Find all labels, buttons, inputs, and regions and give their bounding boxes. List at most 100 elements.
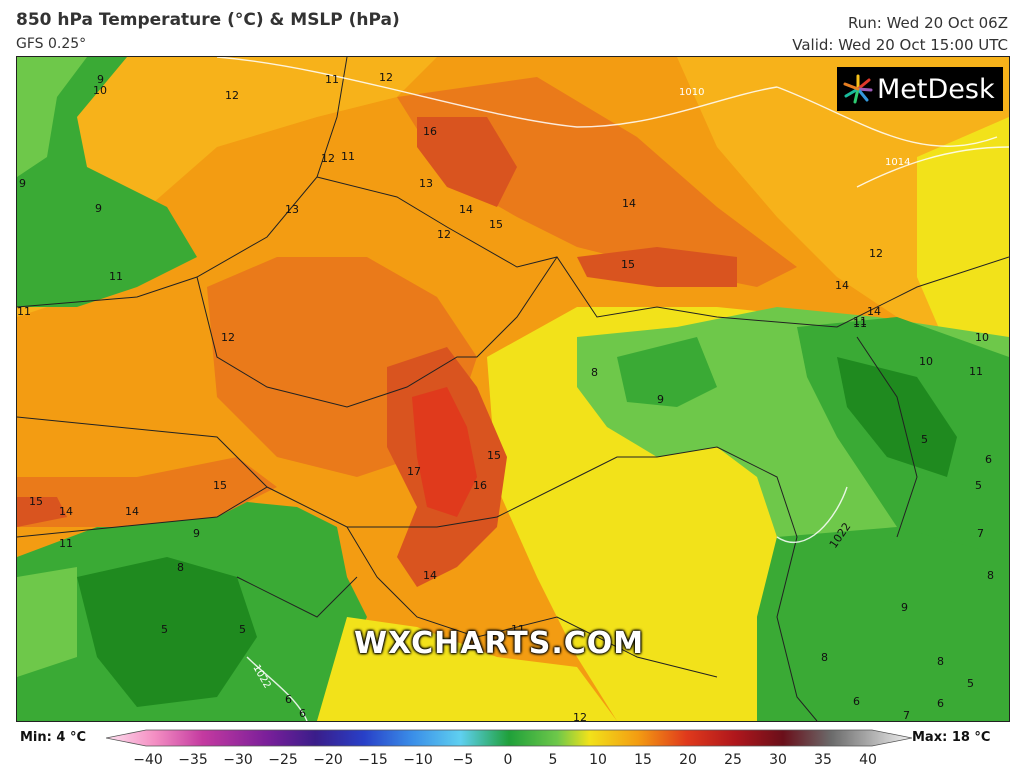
temp-label: 8 xyxy=(821,651,828,664)
temp-label: 11 xyxy=(969,365,983,378)
temp-labels: 9 10 12 11 12 16 12 11 9 13 9 13 14 15 1… xyxy=(17,71,994,721)
colorbar-tick: 35 xyxy=(814,752,832,768)
temp-label: 14 xyxy=(835,279,849,292)
temp-label: 9 xyxy=(657,393,664,406)
temp-label: 9 xyxy=(95,202,102,215)
region-red-orange-north xyxy=(417,117,517,207)
metdesk-burst-icon xyxy=(843,74,873,104)
temp-label: 9 xyxy=(97,73,104,86)
temp-label: 6 xyxy=(985,453,992,466)
temp-label: 11 xyxy=(853,315,867,328)
region-yellow-ne xyxy=(917,117,1009,377)
temp-label: 8 xyxy=(987,569,994,582)
temp-label: 14 xyxy=(125,505,139,518)
temp-label: 13 xyxy=(285,203,299,216)
temp-label: 6 xyxy=(285,693,292,706)
temp-label: 10 xyxy=(975,331,989,344)
colorbar-tick: 25 xyxy=(724,752,742,768)
region-red-max xyxy=(412,387,477,517)
temp-label: 12 xyxy=(225,89,239,102)
temp-label: 16 xyxy=(423,125,437,138)
min-temp-label: Min: 4 °C xyxy=(20,730,86,745)
chart-title: 850 hPa Temperature (°C) & MSLP (hPa) xyxy=(16,10,400,30)
temp-label: 5 xyxy=(161,623,168,636)
temp-label: 12 xyxy=(321,152,335,165)
temp-label: 11 xyxy=(59,537,73,550)
temperature-map: 9 10 12 11 12 16 12 11 9 13 9 13 14 15 1… xyxy=(16,56,1010,722)
run-time: Run: Wed 20 Oct 06Z xyxy=(848,14,1008,32)
metdesk-logo: MetDesk xyxy=(837,67,1003,111)
colorbar-tick: −20 xyxy=(313,752,343,768)
colorbar-tick: −10 xyxy=(403,752,433,768)
colorbar-tick: −35 xyxy=(178,752,208,768)
temp-label: 15 xyxy=(489,218,503,231)
country-borders xyxy=(17,57,1009,721)
temp-label: 11 xyxy=(325,73,339,86)
colorbar-tick: 20 xyxy=(679,752,697,768)
colorbar-tick: −25 xyxy=(268,752,298,768)
temp-label: 17 xyxy=(407,465,421,478)
region-green-light-sw xyxy=(17,567,77,677)
temp-label: 5 xyxy=(967,677,974,690)
temp-label: 14 xyxy=(423,569,437,582)
temp-label: 6 xyxy=(937,697,944,710)
temp-label: 16 xyxy=(473,479,487,492)
region-orange-dark-west xyxy=(17,457,277,527)
region-yellow-orange-nw xyxy=(17,57,437,317)
temp-label: 14 xyxy=(59,505,73,518)
region-orange-dark-poland xyxy=(397,77,797,287)
isobar-label: 1010 xyxy=(679,87,704,98)
region-red-orange-east xyxy=(577,247,737,287)
temp-label: 12 xyxy=(869,247,883,260)
colorbar-tick: 15 xyxy=(634,752,652,768)
temp-label: 7 xyxy=(977,527,984,540)
colorbar-tick: 5 xyxy=(548,752,558,768)
temp-label: 10 xyxy=(919,355,933,368)
max-temp-label: Max: 18 °C xyxy=(912,730,991,745)
isobar-label: 1014 xyxy=(885,157,910,168)
temp-label: 12 xyxy=(573,711,587,721)
colorbar-tick: 0 xyxy=(503,752,513,768)
temp-label: 9 xyxy=(193,527,200,540)
temp-label: 11 xyxy=(341,150,355,163)
temp-label: 9 xyxy=(19,177,26,190)
colorbar xyxy=(106,729,912,747)
temp-label: 8 xyxy=(177,561,184,574)
temp-label: 14 xyxy=(459,203,473,216)
temp-label: 15 xyxy=(621,258,635,271)
temp-label: 10 xyxy=(93,84,107,97)
temp-label: 14 xyxy=(622,197,636,210)
temp-label: 5 xyxy=(975,479,982,492)
temp-label: 6 xyxy=(299,707,306,720)
temp-label: 8 xyxy=(937,655,944,668)
region-green-dark-carpathians xyxy=(837,357,957,477)
region-green-dark-alps xyxy=(77,557,257,707)
temp-label: 11 xyxy=(853,317,867,330)
colorbar-tick: 10 xyxy=(589,752,607,768)
temp-label: 11 xyxy=(17,305,31,318)
model-label: GFS 0.25° xyxy=(16,36,87,52)
valid-time: Valid: Wed 20 Oct 15:00 UTC xyxy=(792,36,1008,54)
temp-label: 11 xyxy=(109,270,123,283)
isobars xyxy=(216,57,1009,721)
colorbar-tick: −40 xyxy=(133,752,163,768)
wxcharts-watermark: WXCHARTS.COM xyxy=(354,626,645,661)
metdesk-logo-text: MetDesk xyxy=(877,73,995,105)
region-green-nw xyxy=(17,57,197,307)
region-yellow-south xyxy=(317,617,617,721)
colorbar-tick: 30 xyxy=(769,752,787,768)
colorbar-tick: 40 xyxy=(859,752,877,768)
colorbar-tick: −15 xyxy=(358,752,388,768)
temp-label: 5 xyxy=(239,623,246,636)
temp-label: 14 xyxy=(867,305,881,318)
colorbar-tick: −30 xyxy=(223,752,253,768)
temp-label: 8 xyxy=(591,366,598,379)
temp-label: 15 xyxy=(213,479,227,492)
region-green-hungary xyxy=(617,337,717,407)
map-canvas: 9 10 12 11 12 16 12 11 9 13 9 13 14 15 1… xyxy=(17,57,1009,721)
temp-label: 7 xyxy=(903,709,910,721)
colorbar-tick: −5 xyxy=(452,752,474,768)
temp-label: 6 xyxy=(853,695,860,708)
temp-label: 15 xyxy=(29,495,43,508)
region-green-light-nw xyxy=(17,57,87,177)
